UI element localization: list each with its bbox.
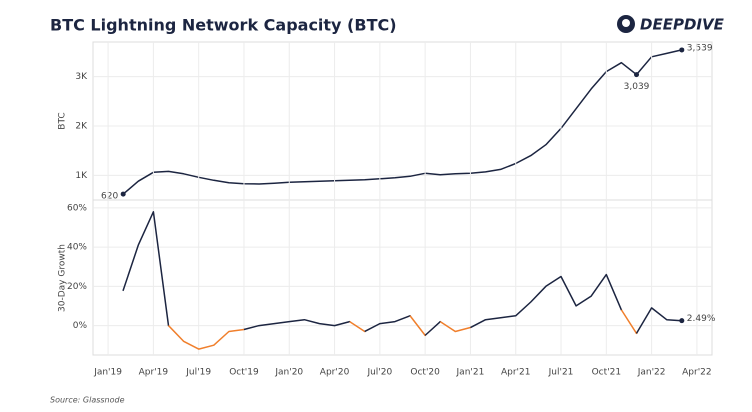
x-tick-label: Apr'21 xyxy=(501,368,531,378)
chart-title: BTC Lightning Network Capacity (BTC) xyxy=(50,16,397,35)
source: Source: Glassnode xyxy=(50,396,125,405)
y-axis-label: BTC xyxy=(58,112,68,129)
data-line xyxy=(379,315,411,325)
line-connector xyxy=(167,325,185,342)
y-tick-label: 60% xyxy=(67,203,87,213)
data-line xyxy=(182,328,245,350)
point xyxy=(679,47,685,53)
x-tick-label: Jan'20 xyxy=(274,368,303,378)
data-label: 620 xyxy=(101,192,118,202)
x-tick-label: Apr'20 xyxy=(320,368,350,378)
line-connector xyxy=(470,319,486,329)
x-tick-label: Apr'22 xyxy=(682,368,712,378)
x-tick-label: Apr'19 xyxy=(139,368,169,378)
data-line xyxy=(454,326,472,333)
data-line xyxy=(122,49,683,195)
x-tick-label: Jan'21 xyxy=(456,368,485,378)
y-tick-label: 20% xyxy=(67,282,87,292)
x-tick-label: Oct'21 xyxy=(592,368,622,378)
data-label: 3,539 xyxy=(687,43,713,53)
point xyxy=(679,318,685,324)
y-tick-label: 1K xyxy=(75,171,88,181)
line-connector xyxy=(243,324,260,331)
data-line xyxy=(484,273,623,321)
logo-icon-eye xyxy=(622,19,630,27)
x-tick-label: Jul'21 xyxy=(548,368,574,378)
y-tick-label: 40% xyxy=(67,243,87,253)
y-tick-label: 3K xyxy=(75,72,88,82)
line-connector xyxy=(635,307,653,334)
x-tick-label: Jan'22 xyxy=(637,368,666,378)
data-line xyxy=(258,318,351,327)
x-tick-label: Oct'19 xyxy=(229,368,259,378)
line-connector xyxy=(439,321,456,333)
x-tick-label: Jul'20 xyxy=(366,368,392,378)
x-tick-label: Oct'20 xyxy=(410,368,440,378)
y-axis-label: 30-Day Growth xyxy=(58,244,68,312)
y-tick-label: 2K xyxy=(75,121,88,131)
line-connector xyxy=(409,315,426,336)
line-connector xyxy=(620,309,638,334)
data-label: 3,039 xyxy=(624,82,650,92)
data-label: 2.49% xyxy=(687,314,716,324)
point xyxy=(634,72,640,78)
data-line xyxy=(122,211,170,327)
bottom-panel xyxy=(92,199,713,356)
x-tick-label: Jan'19 xyxy=(93,368,122,378)
x-tick-label: Jul'19 xyxy=(185,368,211,378)
data-line xyxy=(650,307,683,322)
y-tick-label: 0% xyxy=(73,321,88,331)
line-connector xyxy=(349,321,366,333)
line-connector xyxy=(424,321,441,336)
line-connector xyxy=(364,322,381,333)
point xyxy=(120,191,126,197)
brand: DEEPDIVE xyxy=(640,16,725,34)
